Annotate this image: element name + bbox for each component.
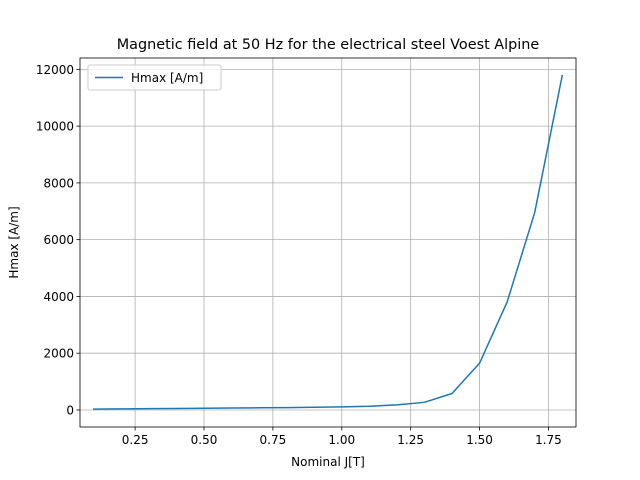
x-axis-ticks: 0.25 0.50 0.75 1.00 1.25 1.50 1.75 (122, 427, 562, 447)
legend: Hmax [A/m] (87, 64, 222, 91)
grid (80, 58, 576, 427)
y-tick-label: 8000 (43, 176, 74, 190)
series-layer (93, 74, 564, 410)
x-tick-label: 0.25 (122, 433, 149, 447)
x-tick-label: 0.75 (260, 433, 287, 447)
x-tick-label: 1.25 (397, 433, 424, 447)
y-axis-ticks: 0 2000 4000 6000 8000 10000 12000 (36, 63, 80, 417)
y-tick-label: 12000 (36, 63, 74, 77)
y-tick-label: 2000 (43, 347, 74, 361)
series-line (93, 74, 564, 410)
x-tick-label: 1.00 (328, 433, 355, 447)
y-tick-label: 0 (66, 403, 74, 417)
x-tick-label: 0.50 (191, 433, 218, 447)
y-axis-label: Hmax [A/m] (7, 206, 21, 278)
x-axis-label: Nominal J[T] (291, 455, 365, 469)
x-tick-label: 1.50 (466, 433, 493, 447)
chart-title: Magnetic field at 50 Hz for the electric… (117, 37, 540, 53)
y-tick-label: 4000 (43, 290, 74, 304)
y-tick-label: 10000 (36, 120, 74, 134)
legend-box (87, 64, 222, 91)
legend-label: Hmax [A/m] (131, 71, 203, 85)
x-tick-label: 1.75 (535, 433, 562, 447)
y-tick-label: 6000 (43, 233, 74, 247)
plot-frame (79, 57, 577, 428)
